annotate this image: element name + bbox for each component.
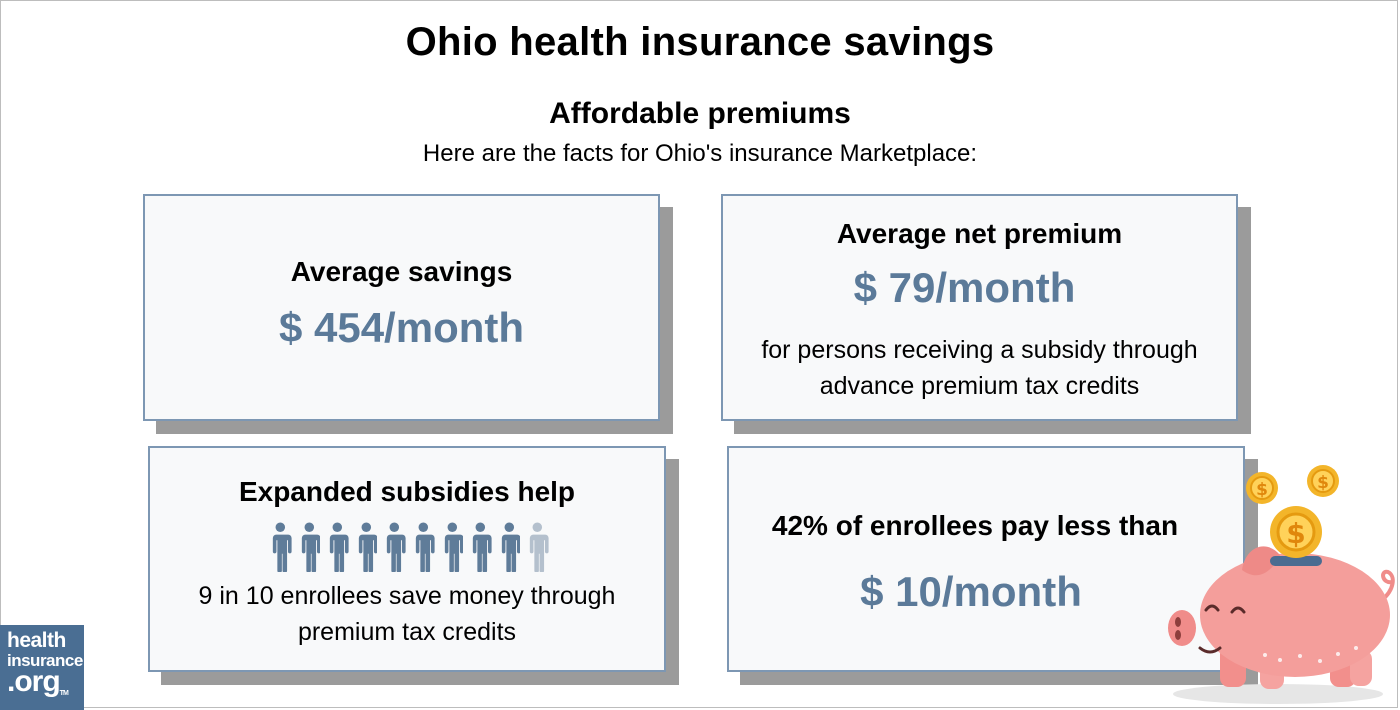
card-value: $ 79/month [853, 264, 1076, 311]
person-icon [415, 522, 435, 572]
card-description-line: advance premium tax credits [819, 372, 1140, 400]
logo-line: .orgTM [7, 665, 84, 698]
card-average-savings: Average savings $ 454/month [143, 194, 660, 421]
card-description: 9 in 10 enrollees save money through pre… [150, 578, 664, 650]
card-heading: 42% of enrollees pay less than [771, 510, 1179, 541]
dollar-coin-icon: $ [1307, 465, 1339, 497]
card-description-line: 9 in 10 enrollees save money through [198, 582, 616, 610]
card-description-line: premium tax credits [297, 618, 517, 646]
person-icon [501, 522, 521, 572]
card-heading: Average net premium [836, 218, 1123, 249]
person-icon [443, 522, 464, 572]
svg-text:$: $ [1317, 473, 1329, 493]
section-subtitle: Affordable premiums [549, 97, 851, 130]
card-description: for persons receiving a subsidy through … [723, 332, 1236, 404]
logo-line: insurance [7, 651, 83, 670]
card-expanded-subsidies: Expanded subsidies help 9 in 10 enrollee… [148, 446, 666, 672]
dollar-coin-icon: $ [1246, 472, 1278, 504]
people-icon-row [259, 522, 559, 572]
person-icon [272, 522, 292, 572]
card-heading: Expanded subsidies help [238, 476, 576, 507]
svg-text:$: $ [1256, 480, 1268, 500]
page-title: Ohio health insurance savings [405, 20, 995, 64]
person-icon [472, 522, 492, 572]
person-icon [301, 522, 321, 572]
healthinsurance-org-logo[interactable]: health insurance .orgTM [0, 625, 84, 710]
dollar-coin-icon: $ [1270, 506, 1322, 558]
person-icon [529, 522, 549, 572]
person-icon [329, 522, 349, 572]
card-heading: Average savings [290, 256, 513, 287]
logo-trademark: TM [59, 690, 69, 697]
person-icon [358, 522, 378, 572]
card-description-line: for persons receiving a subsidy through [761, 336, 1198, 364]
person-icon [386, 522, 406, 572]
piggy-bank-icon: $ $ $ [1168, 465, 1395, 704]
card-average-net-premium: Average net premium $ 79/month for perso… [721, 194, 1238, 421]
card-value: $ 10/month [860, 568, 1082, 615]
card-low-cost-enrollees: 42% of enrollees pay less than $ 10/mont… [727, 446, 1245, 672]
svg-text:$: $ [1286, 517, 1305, 550]
logo-line: health [7, 629, 66, 652]
intro-text: Here are the facts for Ohio's insurance … [422, 140, 978, 167]
logo-dot-org: .org [7, 665, 61, 698]
card-value: $ 454/month [278, 304, 525, 351]
